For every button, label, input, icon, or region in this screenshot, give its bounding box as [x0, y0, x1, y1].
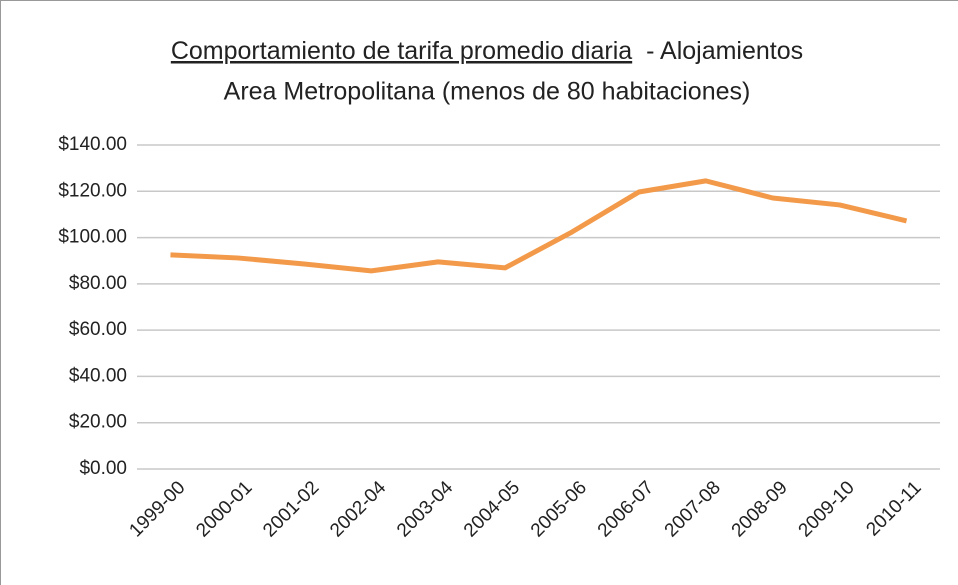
y-tick-label: $140.00: [58, 134, 127, 155]
x-tick-label: 2001-02: [259, 477, 323, 541]
title-part: Comportamiento de tarifa promedio diaria: [171, 37, 632, 65]
x-tick-label: 2004-05: [460, 477, 524, 541]
title-part: - Alojamientos: [646, 37, 803, 65]
chart-subtitle: Area Metropolitana (menos de 80 habitaci…: [224, 78, 751, 106]
x-tick-label: 2010-11: [862, 477, 925, 540]
y-tick-label: $40.00: [69, 365, 127, 386]
y-tick-label: $80.00: [69, 273, 127, 294]
x-tick-label: 2006-07: [594, 477, 658, 541]
x-tick-label: 2005-06: [527, 477, 591, 541]
x-tick-label: 2003-04: [393, 477, 457, 541]
x-tick-label: 2008-09: [728, 477, 792, 541]
y-tick-label: $120.00: [58, 180, 127, 201]
x-tick-label: 1999-00: [125, 477, 189, 541]
y-tick-label: $0.00: [79, 458, 127, 479]
line-series: [170, 178, 908, 274]
y-tick-label: $20.00: [69, 412, 127, 433]
chart-title: Comportamiento de tarifa promedio diaria…: [171, 37, 803, 65]
x-tick-label: 2009-10: [795, 477, 859, 541]
y-tick-label: $60.00: [69, 319, 127, 340]
x-tick-label: 2007-08: [661, 477, 725, 541]
x-tick-label: 2002-04: [326, 477, 390, 541]
y-tick-label: $100.00: [58, 227, 127, 248]
x-tick-label: 2000-01: [192, 477, 256, 541]
